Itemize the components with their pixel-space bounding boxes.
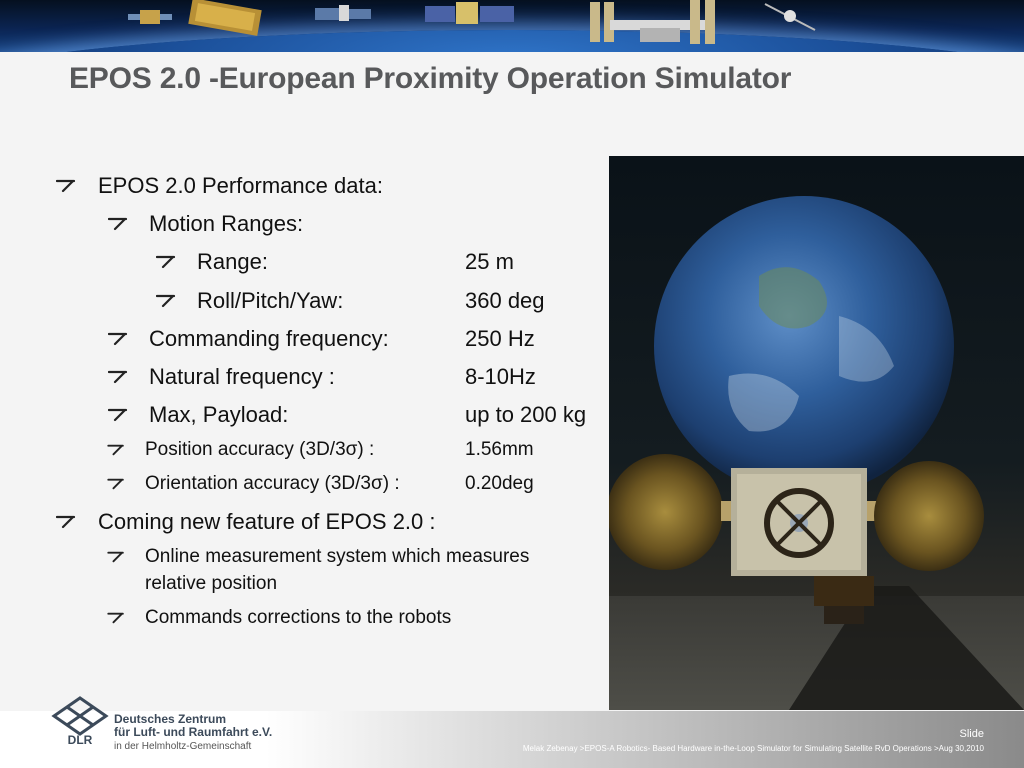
- arrow-bullet-icon: [108, 370, 128, 384]
- bullet-motion-ranges-text: Motion Ranges:: [149, 211, 304, 236]
- docking-target: [764, 488, 834, 558]
- nat-freq-value: 8-10Hz: [465, 364, 536, 389]
- bullet-commanding-frequency: Commanding frequency:: [108, 325, 389, 353]
- bullet-coming-feature: Coming new feature of EPOS 2.0 :: [56, 508, 436, 536]
- range-label: Range:: [197, 249, 268, 274]
- org-name-line3: in der Helmholtz-Gemeinschaft: [114, 741, 252, 752]
- org-name-line1: Deutsches Zentrum: [114, 712, 227, 726]
- bullet-motion-ranges: Motion Ranges:: [108, 210, 304, 238]
- solar-panel-left: [609, 454, 723, 570]
- bullet-performance-text: EPOS 2.0 Performance data:: [98, 173, 383, 198]
- arrow-bullet-icon: [107, 478, 124, 490]
- space-station-icon: [590, 0, 715, 44]
- satellite-icon: [764, 3, 816, 31]
- earth-projection: [654, 196, 954, 496]
- sigma-symbol: σ: [371, 473, 383, 494]
- arrow-bullet-icon: [56, 179, 76, 193]
- arrow-bullet-icon: [108, 332, 128, 346]
- online-measurement-line1: Online measurement system which measures: [145, 546, 530, 567]
- bullet-performance: EPOS 2.0 Performance data:: [56, 172, 383, 200]
- bullet-coming-feature-text: Coming new feature of EPOS 2.0 :: [98, 509, 436, 534]
- payload-value: up to 200 kg: [465, 402, 587, 427]
- solar-panel-right: [874, 461, 984, 571]
- rpy-label: Roll/Pitch/Yaw:: [197, 288, 344, 313]
- satellite-icon: [128, 10, 172, 24]
- ori-acc-label-suffix: ) :: [382, 473, 400, 494]
- satellite-icon: [425, 2, 514, 24]
- simulator-photo: [609, 156, 1024, 710]
- payload-label: Max, Payload:: [149, 402, 289, 427]
- satellites-illustration: [128, 0, 816, 44]
- online-measurement-line2: relative position: [145, 573, 278, 594]
- nat-freq-label: Natural frequency :: [149, 364, 335, 389]
- arrow-bullet-icon: [156, 255, 176, 269]
- bullet-natural-frequency: Natural frequency :: [108, 363, 335, 391]
- arrow-bullet-icon: [108, 217, 128, 231]
- bullet-position-accuracy: Position accuracy (3D/3σ) :: [107, 437, 375, 463]
- arrow-bullet-icon: [107, 612, 124, 624]
- arrow-bullet-icon: [107, 444, 124, 456]
- robot-base: [814, 576, 874, 606]
- arrow-bullet-icon: [156, 294, 176, 308]
- arrow-bullet-icon: [108, 408, 128, 422]
- cmd-freq-label: Commanding frequency:: [149, 326, 389, 351]
- cmd-freq-value: 250 Hz: [465, 326, 535, 351]
- dlr-logo-text: DLR: [68, 733, 93, 746]
- footer-credit: Melak Zebenay >EPOS-A Robotics- Based Ha…: [522, 744, 984, 753]
- rpy-value: 360 deg: [465, 288, 545, 313]
- slide-title: EPOS 2.0 -European Proximity Operation S…: [69, 62, 792, 95]
- ori-acc-label-prefix: Orientation accuracy (3D/3: [145, 473, 371, 494]
- slide-label: Slide: [959, 728, 984, 740]
- bullet-commands-corrections: Commands corrections to the robots: [107, 605, 452, 631]
- rail-track: [789, 586, 1024, 710]
- pos-acc-label-suffix: ) :: [357, 439, 375, 460]
- org-name-line2: für Luft- und Raumfahrt e.V.: [114, 725, 273, 739]
- bullet-max-payload: Max, Payload:: [108, 401, 289, 429]
- pos-acc-value: 1.56mm: [465, 439, 534, 460]
- bullet-range: Range:: [156, 248, 268, 276]
- bullet-orientation-accuracy: Orientation accuracy (3D/3σ) :: [107, 471, 400, 497]
- satellite-icon: [188, 0, 262, 36]
- arrow-bullet-icon: [56, 515, 76, 529]
- satellite-icon: [315, 5, 371, 21]
- ori-acc-value: 0.20deg: [465, 473, 534, 494]
- arrow-bullet-icon: [107, 551, 124, 563]
- sigma-symbol: σ: [345, 439, 358, 460]
- commands-corrections-text: Commands corrections to the robots: [145, 607, 452, 628]
- bullet-online-measurement: Online measurement system which measures: [107, 544, 530, 570]
- pos-acc-label-prefix: Position accuracy (3D/3: [145, 439, 346, 460]
- header-banner: [0, 0, 1024, 52]
- bullet-roll-pitch-yaw: Roll/Pitch/Yaw:: [156, 287, 344, 315]
- range-value: 25 m: [465, 249, 514, 274]
- dlr-logo-icon: DLR: [51, 696, 109, 746]
- footer-bar: [0, 711, 1024, 768]
- epos-facility-photo: [609, 196, 1024, 710]
